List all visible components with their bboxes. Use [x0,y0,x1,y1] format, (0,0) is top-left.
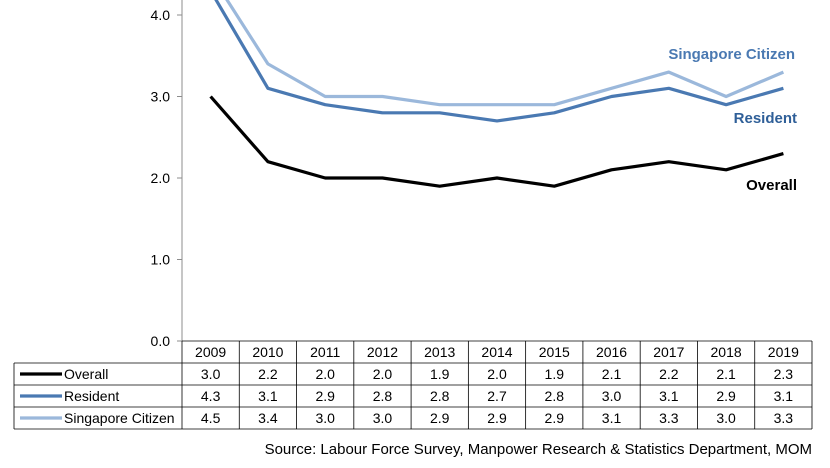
series-line-overall [209,95,784,188]
table-cell-value: 2.0 [373,366,393,382]
series-line-singapore-citizen [225,0,785,107]
x-tick-label: 2016 [596,344,627,360]
y-tick-label: 1.0 [151,252,171,268]
table-cell-value: 3.3 [659,410,679,426]
annotation-overall: Overall [746,177,797,194]
table-cell-value: 3.0 [373,410,393,426]
table-cell-value: 2.9 [716,388,736,404]
series-lines [209,0,785,188]
table-cell-value: 3.1 [774,388,794,404]
y-tick-label: 4.0 [151,7,171,23]
x-tick-label: 2014 [481,344,512,360]
table-cell-value: 3.1 [602,410,622,426]
series-line-resident [214,0,784,123]
table-cell-value: 2.1 [602,366,622,382]
table-cell-value: 2.9 [545,410,565,426]
x-tick-label: 2017 [653,344,684,360]
annotation-resident: Resident [734,110,797,127]
x-tick-label: 2018 [711,344,742,360]
table-cell-value: 2.8 [545,388,565,404]
table-cell-value: 4.3 [201,388,221,404]
y-tick-label: 3.0 [151,89,171,105]
annotation-singapore-citizen: Singapore Citizen [668,46,795,63]
table-cell-value: 1.9 [545,366,565,382]
table-cell-value: 2.1 [716,366,736,382]
legend-label: Singapore Citizen [64,410,175,426]
table-cell-value: 3.0 [315,410,335,426]
table-cell-value: 2.2 [258,366,278,382]
x-tick-label: 2010 [252,344,283,360]
y-tick-label: 0.0 [151,333,171,349]
x-tick-label: 2019 [768,344,799,360]
table-cell-value: 2.8 [373,388,393,404]
table-cell-value: 3.4 [258,410,278,426]
table-cell-value: 2.0 [487,366,507,382]
table-cell-value: 3.0 [716,410,736,426]
table-cell-value: 2.9 [430,410,450,426]
table-cell-value: 3.1 [659,388,679,404]
table-cell-value: 3.0 [602,388,622,404]
table-cell-value: 1.9 [430,366,450,382]
x-tick-label: 2011 [310,344,340,360]
table-cell-value: 3.0 [201,366,221,382]
data-table: 2009 2010 2011 2012 2013 2014 2015 2016 2017 2018… [13,340,813,430]
series-annotations: Singapore Citizen Resident Overall [668,46,797,194]
x-tick-label: 2013 [424,344,455,360]
table-cell-value: 2.9 [315,388,335,404]
table-cell-value: 2.2 [659,366,679,382]
x-tick-label: 2009 [195,344,226,360]
table-cell-value: 2.7 [487,388,507,404]
x-tick-label: 2015 [539,344,570,360]
legend-label: Overall [64,366,108,382]
table-cell-value: 3.1 [258,388,278,404]
table-cell-value: 2.0 [315,366,335,382]
table-cell-value: 2.3 [774,366,794,382]
chart-axes: 0.0 1.0 2.0 3.0 4.0 [151,0,183,349]
x-tick-label: 2012 [367,344,398,360]
table-cell-value: 3.3 [774,410,794,426]
legend-label: Resident [64,388,119,404]
y-tick-label: 2.0 [151,170,171,186]
table-cell-value: 4.5 [201,410,221,426]
table-cell-value: 2.8 [430,388,450,404]
source-note: Source: Labour Force Survey, Manpower Re… [264,441,812,458]
table-cell-value: 2.9 [487,410,507,426]
